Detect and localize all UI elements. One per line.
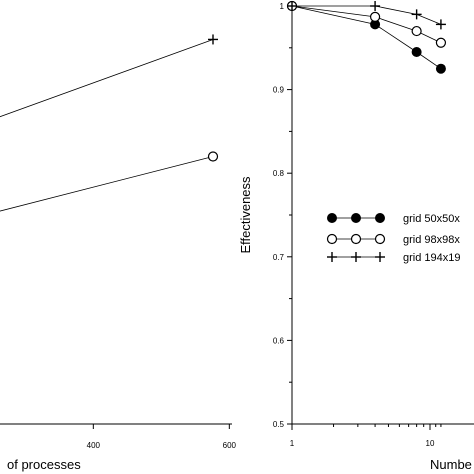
legend-marker xyxy=(375,252,385,262)
legend-label-1: grid 98x98x xyxy=(403,234,460,246)
legend-marker xyxy=(350,233,362,245)
right-chart-panel: 0.5 0.6 0.7 0.8 0.9 1 1 10 Effectiveness Numbe gri… xyxy=(238,0,474,472)
left-chart-panel: 400 600 of processes xyxy=(0,34,237,472)
right-data-point xyxy=(370,1,381,11)
left-x-tick-label: 600 xyxy=(223,441,237,450)
legend-marker xyxy=(326,233,338,245)
legend: grid 50x50x grid 98x98x grid 194x19 xyxy=(326,213,461,264)
right-series-line-0 xyxy=(291,5,442,70)
right-y-tick-label: 0.6 xyxy=(273,336,285,345)
left-series-line-0 xyxy=(0,39,214,118)
legend-marker xyxy=(351,252,361,262)
right-y-tick-label: 1 xyxy=(280,2,285,11)
left-x-axis-title: of processes xyxy=(7,457,81,472)
legend-label-2: grid 194x19 xyxy=(403,252,461,264)
legend-marker xyxy=(351,213,361,223)
right-data-point xyxy=(411,46,422,57)
right-data-point xyxy=(435,37,447,48)
legend-label-0: grid 50x50x xyxy=(403,213,460,225)
right-data-point xyxy=(411,9,422,20)
legend-marker xyxy=(327,252,337,262)
legend-marker xyxy=(375,213,385,223)
right-x-tick-label: 1 xyxy=(290,439,295,448)
legend-marker xyxy=(374,233,386,245)
right-data-point xyxy=(411,25,422,37)
legend-marker xyxy=(327,213,337,223)
right-data-point xyxy=(435,63,446,74)
right-y-tick-label: 0.7 xyxy=(273,253,285,262)
right-series-line-1 xyxy=(291,5,442,44)
right-data-point xyxy=(435,19,446,30)
left-data-point xyxy=(207,151,219,162)
left-series-line-1 xyxy=(0,156,214,212)
right-data-point xyxy=(369,11,381,22)
right-x-tick-label: 10 xyxy=(426,439,435,448)
right-y-tick-label: 0.8 xyxy=(273,169,285,178)
right-y-axis-title: Effectiveness xyxy=(238,176,253,254)
left-x-tick-label: 400 xyxy=(87,441,101,450)
right-y-tick-label: 0.9 xyxy=(273,86,285,95)
right-data-point xyxy=(287,1,297,11)
right-x-axis-title: Numbe xyxy=(430,457,472,472)
right-series-line-2 xyxy=(292,5,442,25)
right-y-tick-label: 0.5 xyxy=(273,420,285,429)
left-data-point xyxy=(208,34,218,45)
